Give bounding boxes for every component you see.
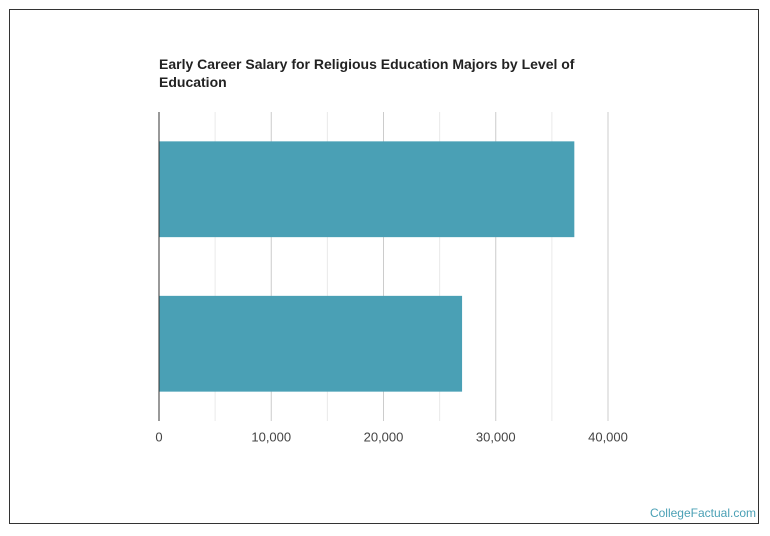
x-tick-label: 10,000 (251, 429, 291, 444)
x-tick-label: 20,000 (364, 429, 404, 444)
x-tick-label: 40,000 (588, 429, 628, 444)
x-tick-label: 30,000 (476, 429, 516, 444)
source: CollegeFactual.com (649, 506, 756, 520)
bar (159, 141, 575, 238)
frame (9, 9, 759, 524)
chart-title: Early Career Salary for Religious Educat… (159, 56, 575, 90)
x-tick-label: 0 (155, 429, 162, 444)
bar (159, 295, 463, 392)
